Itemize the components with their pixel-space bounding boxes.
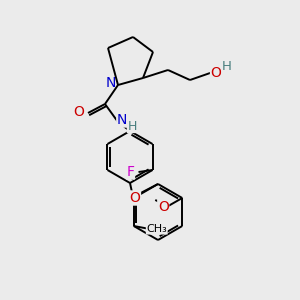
Text: O: O	[158, 200, 169, 214]
Text: CH₃: CH₃	[146, 224, 167, 234]
Text: H: H	[127, 119, 137, 133]
Text: H: H	[222, 61, 232, 74]
Text: O: O	[74, 105, 84, 119]
Text: F: F	[127, 165, 134, 179]
Text: O: O	[211, 66, 221, 80]
Text: N: N	[106, 76, 116, 90]
Text: O: O	[130, 191, 140, 205]
Text: N: N	[117, 113, 127, 127]
